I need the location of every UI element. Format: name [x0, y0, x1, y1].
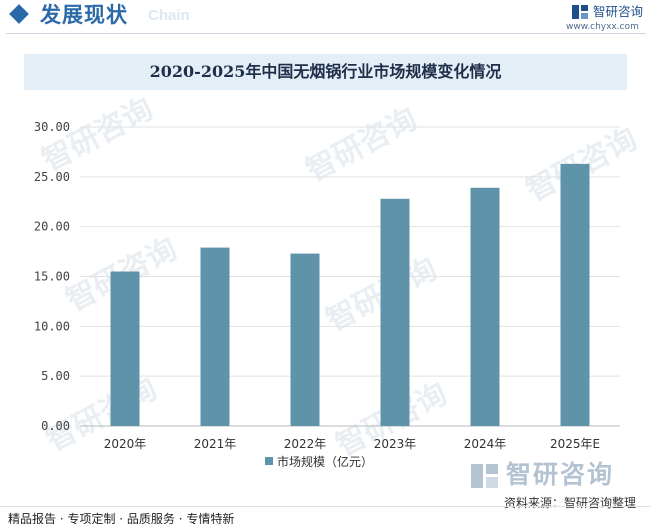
y-tick-label: 15.00 — [34, 270, 70, 284]
bar — [380, 198, 410, 426]
x-tick-label: 2020年 — [104, 437, 147, 451]
page-header: 发展现状 Chain — [0, 0, 651, 34]
x-tick-label: 2023年 — [374, 437, 417, 451]
x-tick-label: 2024年 — [464, 437, 507, 451]
y-tick-label: 5.00 — [41, 369, 70, 383]
x-tick-label: 2021年 — [194, 437, 237, 451]
bottom-brand-watermark: 智研咨询 — [470, 459, 650, 499]
source-note: 资料来源：智研咨询整理 — [504, 496, 637, 510]
diamond-icon — [9, 4, 29, 24]
legend-label: 市场规模（亿元） — [277, 454, 373, 469]
bar — [200, 247, 230, 426]
bar-series — [110, 163, 590, 427]
x-axis: 2020年 2021年 2022年 2023年 2024年 2025年E — [104, 437, 600, 451]
x-tick-label: 2022年 — [284, 437, 327, 451]
bar — [560, 163, 590, 427]
chart-legend: 市场规模（亿元） — [265, 454, 373, 469]
header-divider — [6, 33, 646, 34]
section-title: 发展现状 — [40, 3, 128, 27]
y-tick-label: 30.00 — [34, 120, 70, 134]
y-tick-label: 25.00 — [34, 170, 70, 184]
y-tick-label: 20.00 — [34, 220, 70, 234]
footer-slogan: 精品报告 · 专项定制 · 品质服务 · 专情特新 — [8, 512, 235, 524]
brand-name: 智研咨询 — [593, 4, 644, 19]
legend-swatch — [265, 457, 273, 465]
zhiyan-logo-icon — [471, 464, 498, 488]
chart-title-band: 2020-2025年中国无烟锅行业市场规模变化情况 — [24, 54, 627, 90]
zhiyan-logo-icon — [572, 5, 588, 19]
y-tick-label: 0.00 — [41, 419, 70, 433]
chart-grid — [80, 126, 620, 427]
brand-url: www.chyxx.com — [566, 22, 639, 32]
bar — [290, 253, 320, 426]
header-ghost-text: Chain — [148, 7, 190, 24]
y-axis: 0.00 5.00 10.00 15.00 20.00 25.00 30.00 — [34, 120, 70, 433]
chart-title: 2020-2025年中国无烟锅行业市场规模变化情况 — [149, 62, 502, 81]
y-tick-label: 10.00 — [34, 319, 70, 333]
x-tick-label: 2025年E — [550, 437, 600, 451]
footer-divider — [0, 506, 651, 507]
bar — [110, 271, 140, 426]
bar — [470, 187, 500, 426]
bottom-brand-text: 智研咨询 — [506, 460, 615, 489]
